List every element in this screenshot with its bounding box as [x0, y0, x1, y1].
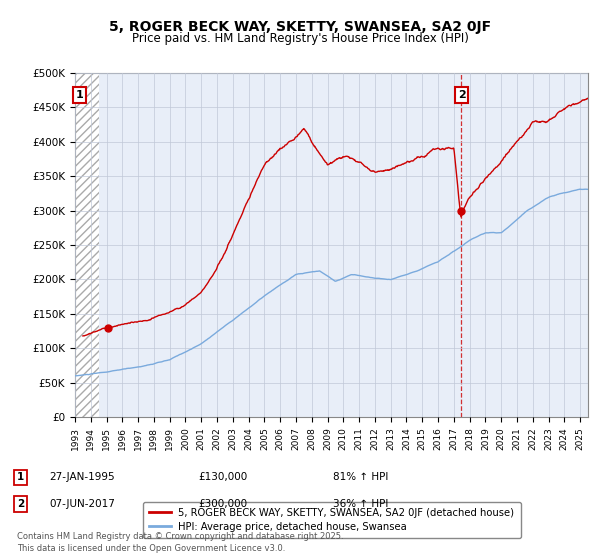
Text: Price paid vs. HM Land Registry's House Price Index (HPI): Price paid vs. HM Land Registry's House …: [131, 31, 469, 45]
Text: 2: 2: [17, 499, 24, 509]
Legend: 5, ROGER BECK WAY, SKETTY, SWANSEA, SA2 0JF (detached house), HPI: Average price: 5, ROGER BECK WAY, SKETTY, SWANSEA, SA2 …: [143, 502, 521, 538]
Text: Contains HM Land Registry data © Crown copyright and database right 2025.
This d: Contains HM Land Registry data © Crown c…: [17, 532, 343, 553]
Text: 2: 2: [458, 90, 466, 100]
Text: 1: 1: [76, 90, 83, 100]
Text: 27-JAN-1995: 27-JAN-1995: [49, 472, 115, 482]
Bar: [75, 73, 100, 417]
Text: £300,000: £300,000: [198, 499, 247, 509]
Text: 1: 1: [17, 472, 24, 482]
Text: 81% ↑ HPI: 81% ↑ HPI: [333, 472, 388, 482]
Text: 36% ↑ HPI: 36% ↑ HPI: [333, 499, 388, 509]
Text: £130,000: £130,000: [198, 472, 247, 482]
Text: 5, ROGER BECK WAY, SKETTY, SWANSEA, SA2 0JF: 5, ROGER BECK WAY, SKETTY, SWANSEA, SA2 …: [109, 20, 491, 34]
Text: 07-JUN-2017: 07-JUN-2017: [49, 499, 115, 509]
